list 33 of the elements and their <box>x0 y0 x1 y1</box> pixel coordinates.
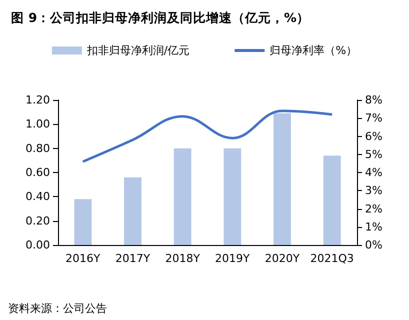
bar <box>74 199 92 245</box>
chart-title: 图 9：公司扣非归母净利润及同比增速（亿元，%） <box>11 10 310 25</box>
legend-label: 归母净利率（%） <box>270 44 358 57</box>
y2-tick-label: 4% <box>365 166 382 179</box>
y-tick-label: 0.80 <box>26 142 50 155</box>
y-tick-label: 1.00 <box>26 118 50 131</box>
text: 资料来源：公司公告 <box>8 302 107 315</box>
bar <box>274 113 291 245</box>
bar <box>224 148 242 245</box>
legend-label: 扣非归母净利润/亿元 <box>86 44 190 57</box>
bar <box>124 177 142 245</box>
x-tick-label: 2017Y <box>115 252 150 265</box>
y-tick-label: 0.20 <box>26 214 50 228</box>
y2-tick-label: 2% <box>365 202 382 216</box>
y2-tick-label: 1% <box>365 220 382 234</box>
y2-tick-label: 5% <box>365 148 382 161</box>
bar <box>174 148 192 245</box>
y-tick-label: 0.60 <box>26 166 50 179</box>
x-tick-label: 2019Y <box>215 252 250 265</box>
y2-tick-label: 0% <box>365 238 382 252</box>
x-tick-label: 2021Q3 <box>310 252 354 265</box>
x-tick-label: 2016Y <box>66 252 101 265</box>
x-tick-label: 2018Y <box>165 252 200 265</box>
y2-tick-label: 7% <box>365 112 382 125</box>
y2-tick-label: 3% <box>365 184 382 198</box>
y-tick-label: 1.20 <box>26 94 50 106</box>
bar <box>323 156 341 245</box>
y-tick-label: 0.00 <box>26 238 50 252</box>
y-tick-label: 0.40 <box>26 190 50 204</box>
y2-tick-label: 8% <box>365 94 382 106</box>
y2-tick-label: 6% <box>365 130 382 143</box>
line-series <box>82 110 334 163</box>
x-tick-label: 2020Y <box>264 252 300 265</box>
